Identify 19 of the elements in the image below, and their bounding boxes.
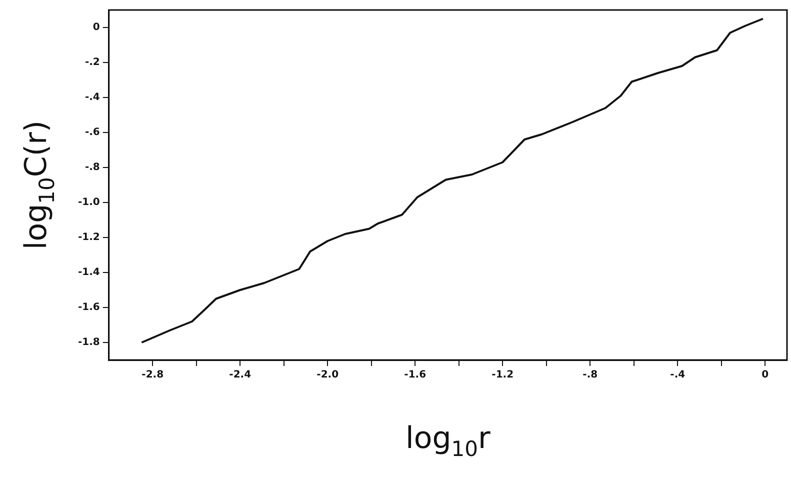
x-tick-label: -.4 [670, 370, 686, 381]
y-tick-label: -1.0 [78, 197, 100, 208]
x-tick-label: -2.8 [142, 370, 164, 381]
y-axis-title: log10C(r) [18, 120, 59, 250]
y-tick-label: 0 [92, 22, 100, 34]
y-tick-label: -1.6 [78, 302, 100, 314]
x-tick-label: -.8 [582, 370, 598, 381]
x-tick-label: 0 [762, 370, 769, 381]
y-tick-label: -.6 [84, 127, 100, 138]
x-tick-label: -2.0 [316, 370, 339, 381]
y-tick-label: -.4 [84, 92, 100, 104]
y-tick-label: -1.8 [78, 337, 100, 348]
x-tick-label: -1.2 [492, 370, 514, 381]
y-tick-label: -.8 [84, 162, 100, 174]
y-tick-label: -.2 [84, 57, 100, 68]
x-tick-label: -2.4 [229, 370, 252, 381]
x-tick-label: -1.6 [404, 370, 426, 381]
y-tick-label: -1.4 [78, 267, 100, 278]
y-tick-label: -1.2 [78, 232, 100, 244]
